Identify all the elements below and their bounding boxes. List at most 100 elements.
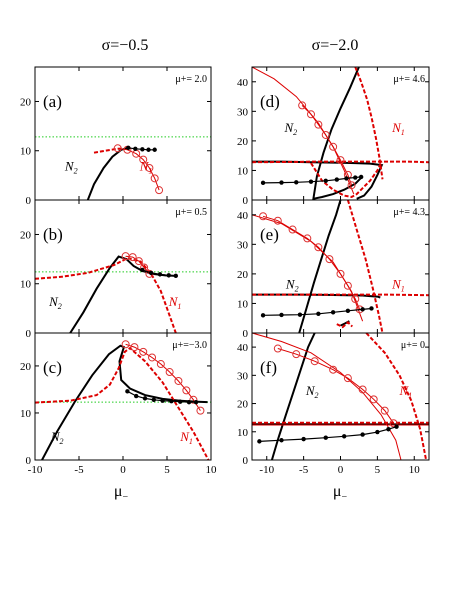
y-tick-label-d-40: 40	[237, 77, 249, 89]
y-tick-label-a-0: 0	[26, 195, 32, 207]
x-tick-label-f-10: 10	[409, 464, 421, 476]
dot-a-4-2	[140, 147, 145, 152]
x-tick-label-f-5: 5	[375, 464, 381, 476]
y-tick-label-e-40: 40	[237, 210, 249, 222]
marker-c-3-8	[189, 395, 198, 404]
dot-f-7-2	[301, 436, 306, 442]
curve-label-e-0: N2	[285, 277, 299, 294]
series-f-5	[252, 333, 402, 460]
marker-f-6-3	[329, 365, 338, 374]
mu-plus-label-b: μ+= 0.5	[175, 207, 207, 218]
marker-c-3-5	[165, 368, 174, 377]
dot-d-8-8	[358, 174, 364, 180]
marker-c-3-1	[130, 343, 139, 352]
marker-d-7-0	[298, 101, 307, 110]
y-tick-label-f-10: 10	[237, 427, 249, 439]
dot-e-8-5	[345, 308, 351, 314]
dot-f-7-3	[323, 435, 328, 440]
marker-e-7-3	[303, 234, 312, 243]
dot-a-4-0	[126, 145, 131, 150]
series-f-6	[277, 348, 395, 424]
marker-c-3-4	[156, 360, 165, 369]
y-tick-label-e-30: 30	[237, 239, 249, 251]
marker-d-7-3	[321, 130, 330, 139]
x-tick-label-c-10: 10	[206, 464, 218, 476]
dot-c-4-2	[142, 396, 148, 401]
panel-c: 0 10 20 -10 -5 0 5 10 (c) μ+=−3.0 N2 N1	[20, 332, 218, 476]
y-tick-label-d-0: 0	[243, 195, 249, 207]
marker-b-3-2	[134, 257, 143, 266]
x-tick-label-c-5: 5	[164, 464, 170, 476]
y-tick-label-c-20: 20	[20, 361, 32, 373]
marker-e-7-1	[273, 216, 282, 225]
y-tick-label-d-30: 30	[237, 106, 249, 118]
series-d-4	[310, 161, 383, 199]
marker-e-7-7	[343, 281, 352, 290]
marker-f-6-0	[273, 344, 282, 353]
dot-c-4-8	[193, 399, 199, 405]
curve-label-e-1: N1	[391, 277, 405, 294]
mu-plus-label-d: μ+= 4.6	[393, 74, 425, 85]
series-f-0	[270, 333, 316, 460]
curve-label-f-1: N1	[399, 383, 413, 400]
panel-label-d: (d)	[260, 92, 280, 111]
y-tick-label-f-20: 20	[237, 399, 249, 411]
dot-e-8-4	[330, 310, 336, 315]
x-tick-label-c--10: -10	[28, 464, 43, 476]
y-tick-label-e-20: 20	[237, 269, 249, 281]
panels-group: 0 10 20 (a) μ+= 2.0 N2 N1 0 10 20 (b) μ+= 0.5 N2 N1 0 1…	[20, 66, 430, 476]
marker-d-7-5	[336, 156, 345, 165]
marker-c-3-7	[182, 386, 191, 395]
marker-f-6-7	[380, 406, 389, 415]
series-e-3	[252, 293, 429, 297]
dot-d-8-0	[260, 180, 266, 186]
marker-c-3-9	[196, 406, 205, 415]
dot-f-7-5	[360, 432, 365, 437]
marker-e-7-5	[325, 255, 334, 264]
marker-d-7-2	[314, 120, 323, 129]
series-a-1	[86, 146, 129, 200]
marker-f-6-8	[389, 419, 398, 428]
marker-d-7-7	[347, 181, 356, 190]
axes-frame-a	[34, 66, 212, 201]
marker-e-7-4	[314, 243, 323, 252]
y-tick-label-e-10: 10	[237, 298, 249, 310]
y-tick-label-e-0: 0	[243, 328, 249, 340]
x-tick-label-f--10: -10	[259, 464, 274, 476]
series-c-1	[41, 344, 208, 460]
marker-e-7-2	[288, 225, 297, 234]
y-tick-label-b-20: 20	[20, 229, 32, 241]
plot-area-a	[35, 136, 211, 200]
dot-e-8-6	[360, 307, 365, 312]
marker-a-3-4	[145, 163, 154, 172]
x-tick-label-c--5: -5	[74, 464, 84, 476]
marker-a-3-6	[155, 186, 164, 195]
x-axis-label-right: μ−	[333, 483, 348, 503]
series-b-1	[69, 255, 176, 333]
panel-a: 0 10 20 (a) μ+= 2.0 N2 N1	[20, 66, 212, 207]
marker-d-7-4	[329, 142, 338, 151]
series-d-2	[313, 177, 362, 200]
curve-label-b-0: N2	[48, 294, 62, 311]
dot-d-8-3	[308, 179, 314, 184]
dot-c-4-5	[169, 399, 174, 404]
y-tick-label-a-20: 20	[20, 96, 32, 108]
series-b-3	[125, 255, 150, 275]
curve-label-a-1: N1	[139, 158, 153, 175]
y-tick-label-c-0: 0	[26, 455, 32, 467]
dot-b-4-3	[166, 273, 171, 278]
x-tick-label-c-0: 0	[120, 464, 126, 476]
marker-f-6-4	[343, 374, 352, 383]
mu-plus-label-f: μ+= 0	[401, 340, 425, 351]
series-c-2	[35, 346, 210, 460]
dot-f-7-0	[257, 439, 262, 444]
curve-label-d-0: N2	[283, 120, 297, 137]
marker-a-3-3	[139, 155, 148, 164]
marker-f-6-1	[292, 350, 301, 359]
y-tick-label-f-0: 0	[243, 455, 249, 467]
dot-d-8-4	[323, 178, 328, 183]
column-title-right: σ=−2.0	[312, 37, 359, 54]
y-tick-label-d-10: 10	[237, 165, 249, 177]
axes-frame-b	[34, 199, 212, 334]
panel-label-b: (b)	[43, 225, 63, 244]
